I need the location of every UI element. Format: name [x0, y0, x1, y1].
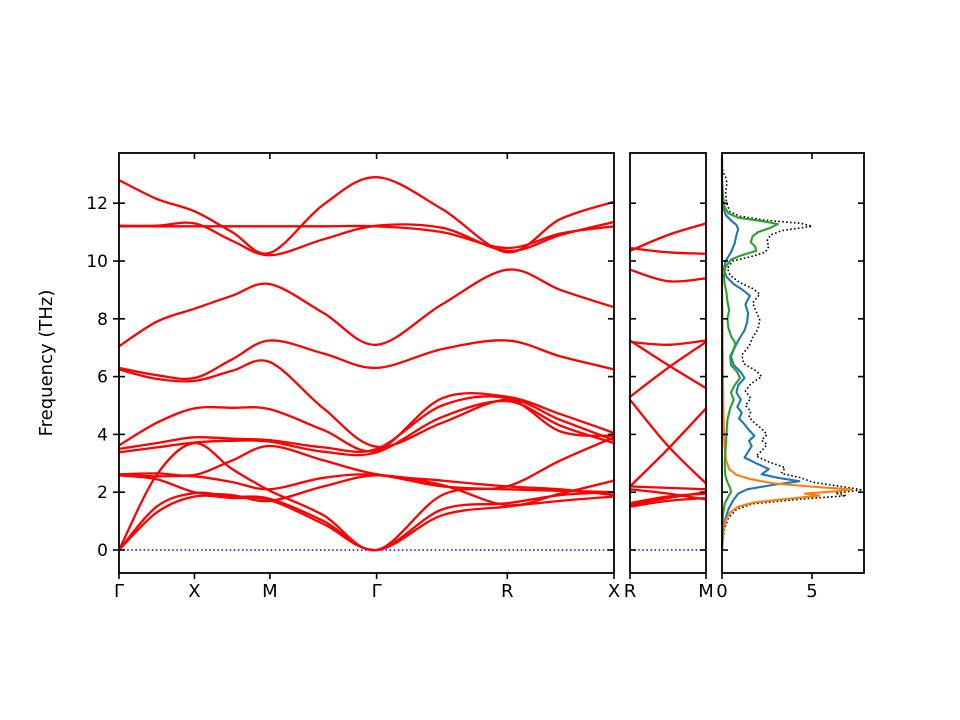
dos-x-tick-label: 5 [806, 581, 817, 602]
kpoint-label: Γ [372, 581, 382, 602]
kpoint-label: X [608, 581, 620, 602]
main-band-curve-13 [117, 224, 616, 250]
kpoint-label: R [501, 581, 514, 602]
y-tick-label: 10 [86, 252, 108, 272]
main-band-curve-9 [117, 392, 616, 453]
rm-frame [629, 152, 707, 574]
rm-band-curve-6 [628, 407, 708, 488]
rm-band-curve-5 [628, 485, 708, 491]
main-band-curve-1 [117, 494, 616, 552]
main-band-curve-4 [117, 474, 616, 507]
dos-curve-total-dos [721, 157, 864, 551]
main-band-curve-12 [117, 268, 616, 348]
main-band-curve-15 [117, 176, 616, 255]
rm-band-curve-10 [628, 339, 708, 346]
kpoint-label: Γ [114, 581, 124, 602]
main-band-curve-2 [117, 491, 616, 552]
main-band-curve-8 [117, 395, 616, 454]
y-tick-label: 4 [97, 425, 108, 445]
y-tick-label: 8 [97, 310, 108, 330]
main-band-curve-11 [117, 339, 616, 381]
y-tick-label: 6 [97, 368, 108, 388]
rm-band-curve-3 [628, 491, 708, 507]
rm-band-curve-13 [628, 222, 708, 253]
dos-curve-partial-dos-blue [720, 157, 801, 551]
kpoint-label: M [698, 581, 714, 602]
rm-band-curve-4 [628, 488, 708, 501]
dos-frame [721, 152, 865, 574]
rm-band-curve-8 [628, 340, 708, 398]
dos-x-tick-label: 0 [716, 581, 727, 602]
rm-band-curve-9 [628, 339, 708, 390]
y-tick-label: 12 [86, 194, 108, 214]
main-frame [118, 152, 615, 574]
y-tick-label: 0 [97, 541, 108, 561]
rm-band-curve-11 [628, 268, 708, 283]
frequency-axis-label: Frequency (THz) [36, 289, 57, 437]
y-tick-label: 2 [97, 483, 108, 503]
main-band-curve-6 [117, 444, 616, 497]
kpoint-label: R [624, 581, 637, 602]
rm-band-curve-12 [628, 246, 708, 255]
main-band-curve-10 [117, 359, 616, 449]
kpoint-label: X [188, 581, 200, 602]
kpoint-label: M [262, 581, 278, 602]
dos-curve-partial-dos-green [720, 157, 779, 551]
main-band-curve-3 [117, 436, 616, 552]
rm-band-curve-7 [628, 398, 708, 485]
